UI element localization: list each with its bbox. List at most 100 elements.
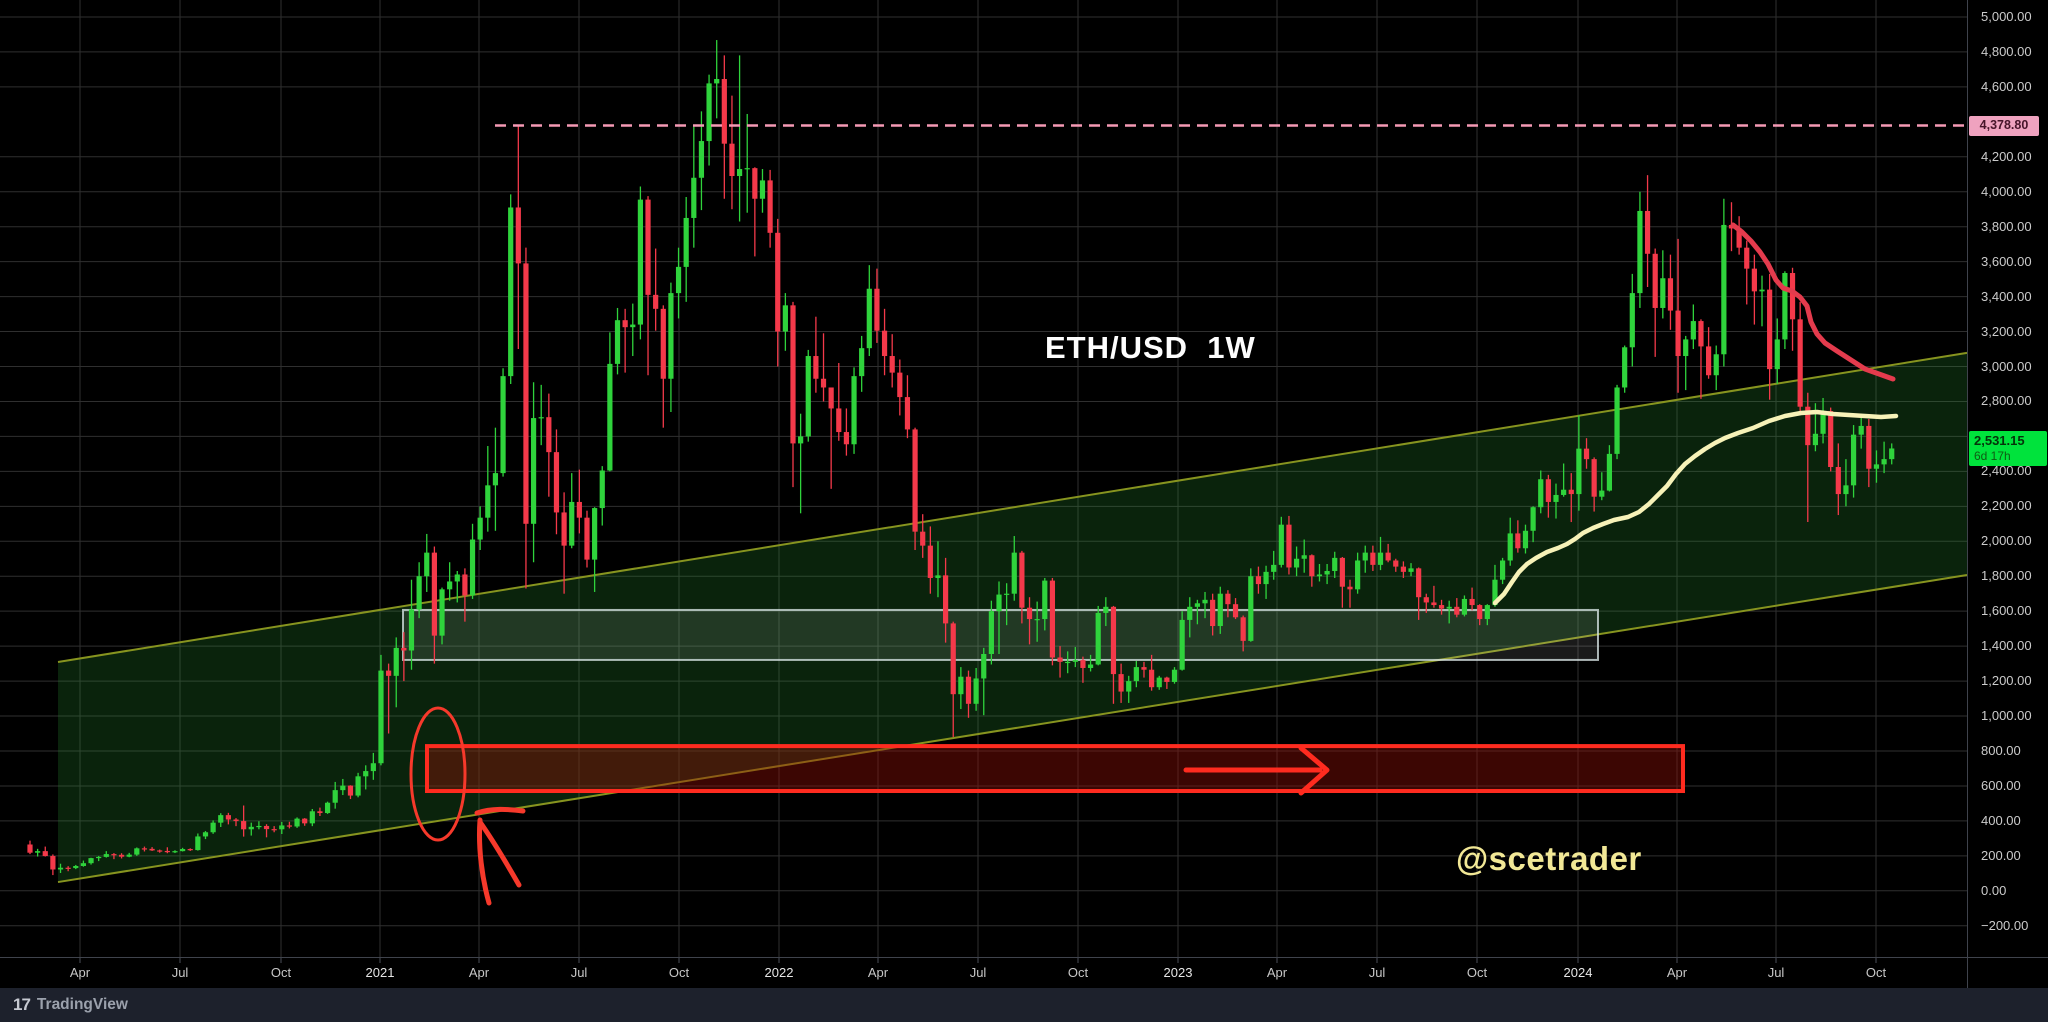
channel-upper-line[interactable]	[57, 351, 1968, 664]
candle-body	[1187, 606, 1193, 620]
price-axis[interactable]: 5,000.00 4,800.00 4,600.00 4,200.00 4,000.00…	[1967, 0, 2048, 957]
candle	[1271, 550, 1277, 580]
candle-body	[523, 263, 529, 524]
time-axis[interactable]: Apr Jul Oct 2021 Apr Jul Oct 2022 Apr Jul Oct 2023 A…	[0, 957, 2048, 988]
candle	[416, 562, 422, 619]
candle	[1484, 604, 1490, 626]
candle	[805, 349, 811, 442]
price-tick-label: 1,800.00	[1981, 568, 2032, 584]
candle	[775, 218, 781, 367]
candle-body	[1492, 579, 1498, 606]
candle-body	[1431, 602, 1437, 606]
candle-body	[1835, 466, 1841, 495]
hand-drawings-layer[interactable]	[409, 124, 1967, 906]
candle-body	[1210, 599, 1216, 627]
breakout-ellipse[interactable]	[409, 706, 467, 842]
candle-body	[241, 821, 247, 830]
tradingview-logo[interactable]: 17 TradingView	[13, 995, 128, 1015]
candle	[843, 408, 850, 456]
candle-body	[958, 676, 964, 695]
candle	[958, 667, 964, 710]
candle	[546, 393, 552, 497]
candle	[660, 305, 666, 428]
candle	[454, 570, 460, 603]
candle	[912, 427, 918, 551]
candle-body	[1171, 669, 1178, 682]
candle	[1011, 536, 1017, 601]
candle	[1675, 238, 1681, 393]
candle	[1698, 319, 1704, 399]
candle	[279, 821, 285, 835]
candle-body	[553, 452, 560, 513]
channel-fill[interactable]	[58, 352, 1967, 883]
candle-body	[302, 818, 308, 824]
candle-body	[424, 552, 430, 577]
candle-body	[279, 825, 285, 830]
box-arrow-head[interactable]	[1298, 745, 1330, 796]
author-signature: @scetrader	[1456, 840, 1642, 877]
candle-body	[1164, 677, 1170, 682]
candle	[1843, 459, 1849, 507]
candle-body	[706, 83, 712, 142]
candle	[202, 831, 209, 840]
candle-body	[782, 305, 788, 332]
candle	[584, 510, 590, 568]
candle-body	[515, 207, 521, 264]
price-tick-label: 400.00	[1981, 812, 2021, 828]
channel-lower-line[interactable]	[57, 574, 1968, 884]
tradingview-logo-text: TradingView	[36, 996, 128, 1013]
drawn-arrow-diagonal[interactable]	[477, 819, 522, 888]
candle-body	[813, 356, 819, 379]
candle-body	[96, 856, 102, 859]
candle	[538, 384, 544, 446]
candle-body	[355, 776, 361, 796]
candle	[1057, 646, 1063, 678]
candle-body	[42, 851, 48, 857]
candle-body	[798, 436, 804, 444]
candle	[180, 847, 186, 852]
price-tick-label: 0.00	[1981, 882, 2007, 898]
time-tick-year-label: 2024	[1563, 965, 1593, 980]
last-price-tag: 2,531.15 6d 17h	[1969, 431, 2047, 467]
candle	[645, 196, 651, 376]
drawn-arrow-shaft[interactable]	[476, 817, 492, 906]
candle-body	[729, 143, 735, 177]
candle	[271, 826, 277, 833]
candle	[988, 600, 994, 665]
candle-body	[500, 376, 506, 474]
candle-body	[698, 141, 705, 178]
candle-body	[1133, 667, 1139, 682]
price-tick-label: 1,600.00	[1981, 603, 2032, 619]
candle-body	[1660, 278, 1666, 308]
candle-body	[408, 609, 415, 651]
price-tick-label: −200.00	[1981, 917, 2029, 933]
candle	[721, 55, 727, 199]
time-tick-label: Oct	[270, 965, 292, 980]
drawn-arrow-head[interactable]	[474, 806, 526, 816]
accumulation-zone-box[interactable]	[402, 608, 1599, 661]
candle	[1881, 441, 1887, 474]
tradingview-logo-icon: 17	[13, 995, 31, 1014]
time-tick-label: Apr	[1266, 965, 1288, 980]
candle-body	[1438, 605, 1445, 609]
trend-channel-drawing[interactable]	[57, 351, 1968, 884]
candle	[950, 621, 956, 738]
candle	[759, 169, 766, 213]
candle	[1652, 248, 1658, 357]
candle-body	[1736, 228, 1742, 248]
candle-body	[1194, 603, 1200, 607]
candle	[431, 546, 437, 664]
candle-body	[866, 288, 872, 349]
candle-body	[1103, 606, 1109, 613]
candle	[447, 562, 453, 601]
candle	[813, 316, 819, 393]
candle-body	[988, 611, 994, 654]
candle	[1828, 407, 1834, 472]
candle-body	[1530, 507, 1536, 531]
candle	[1179, 611, 1185, 671]
support-zone-red-box[interactable]	[425, 744, 1685, 794]
candle	[1034, 601, 1040, 642]
zone-boxes-layer[interactable]	[402, 608, 1685, 794]
candle-body	[73, 865, 79, 869]
